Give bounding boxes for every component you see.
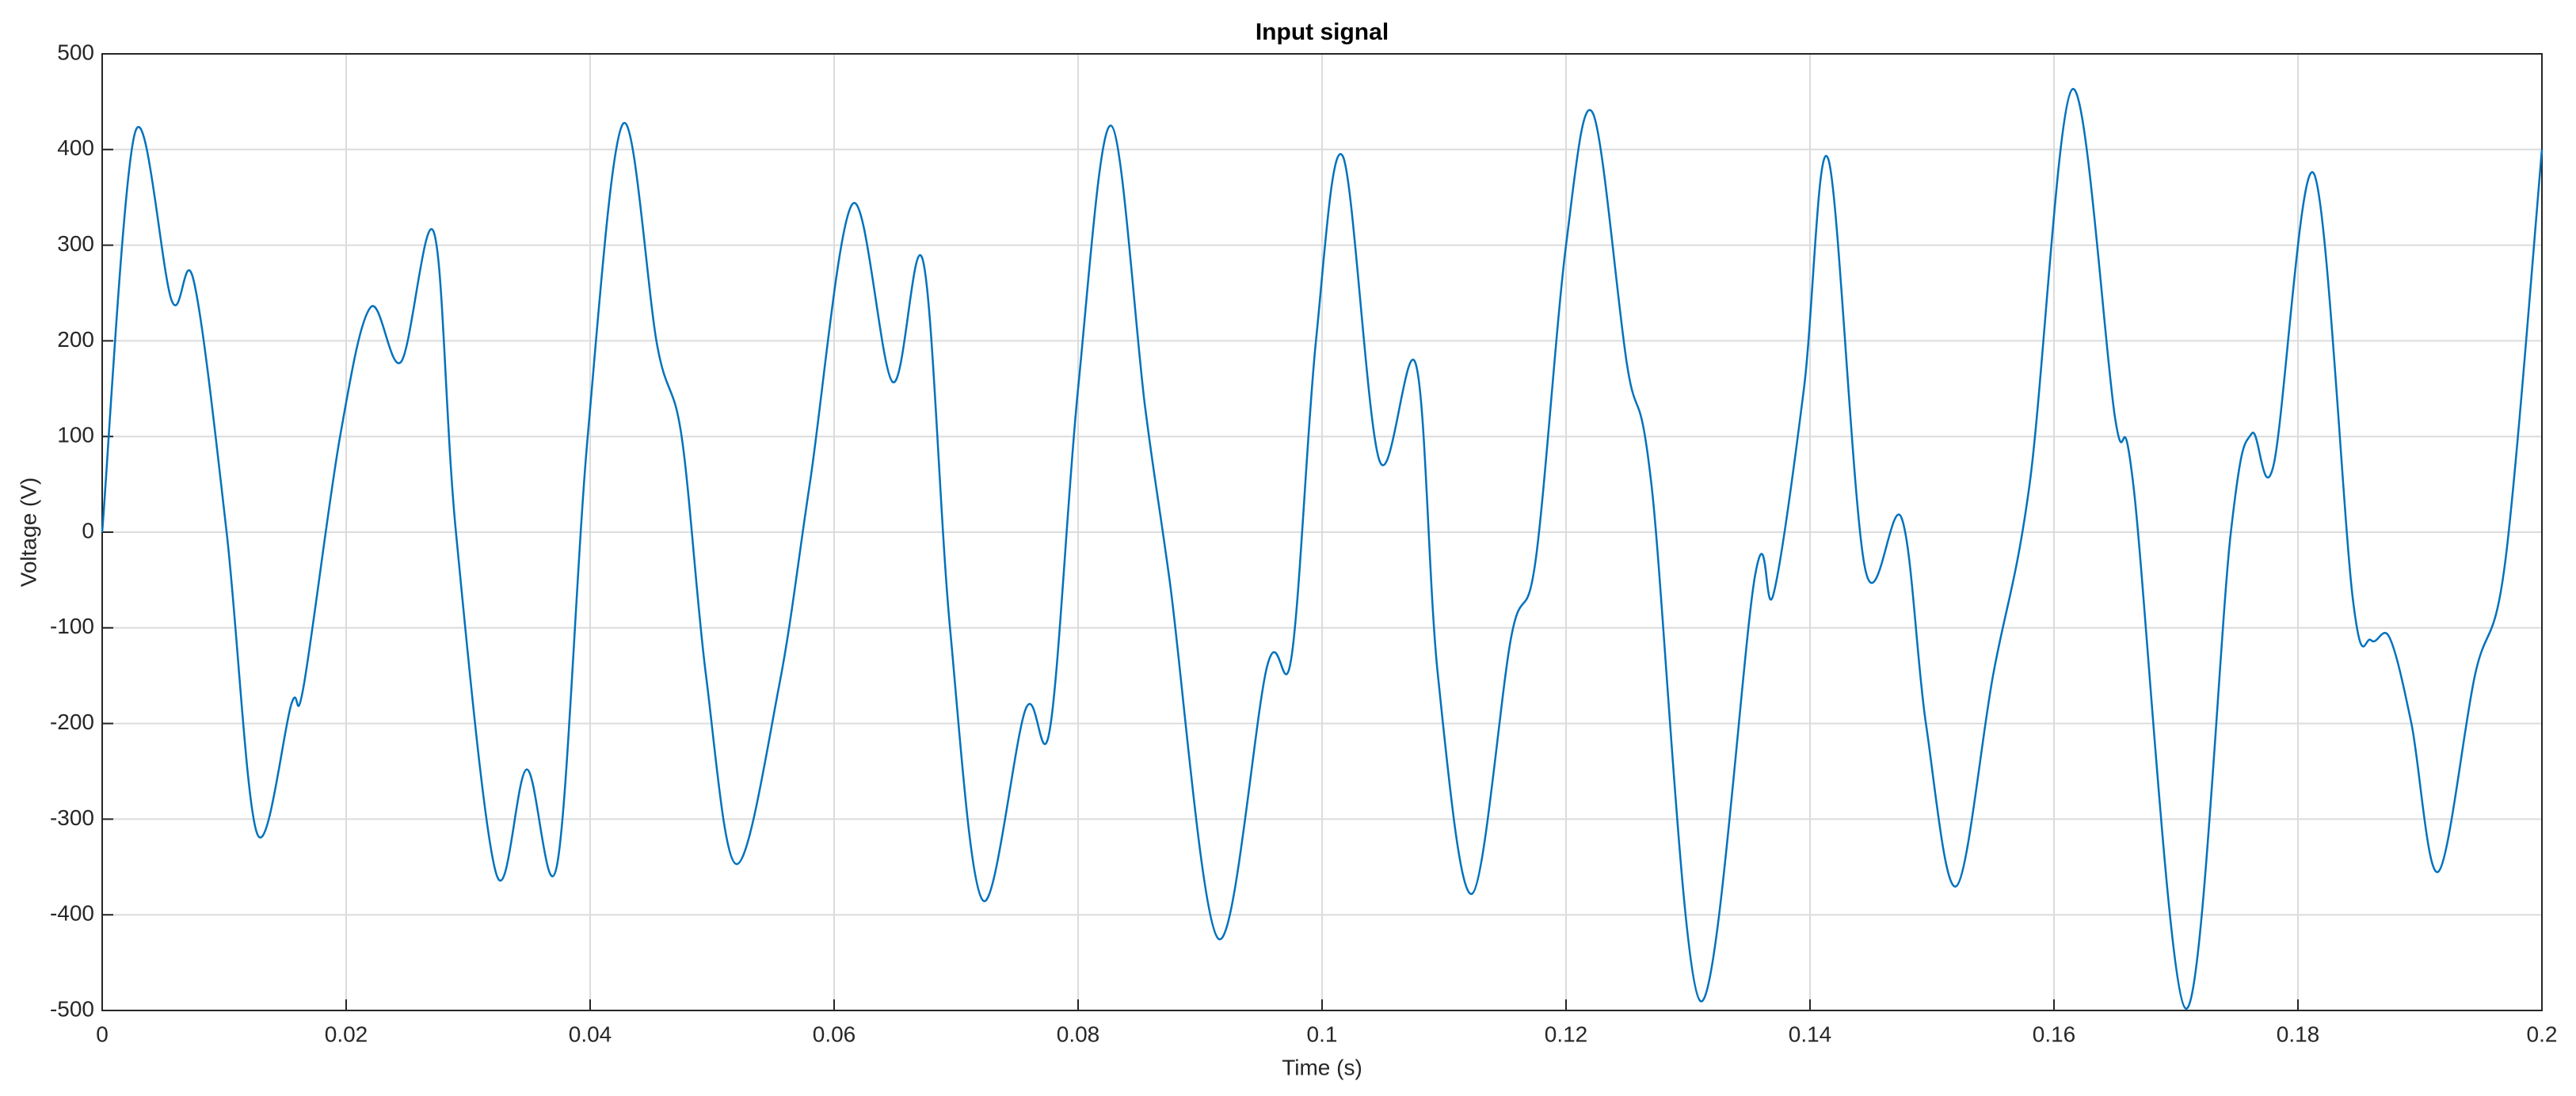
x-tick-label: 0.1 — [1307, 1022, 1338, 1046]
x-tick-label: 0.02 — [325, 1022, 368, 1046]
chart-title: Input signal — [1256, 19, 1389, 45]
x-tick-label: 0.16 — [2033, 1022, 2076, 1046]
x-tick-label: 0.2 — [2527, 1022, 2558, 1046]
y-tick-label: 0 — [82, 518, 94, 542]
x-axis-label: Time (s) — [1282, 1055, 1362, 1079]
x-tick-label: 0.12 — [1545, 1022, 1588, 1046]
y-axis-label: Voltage (V) — [16, 478, 40, 588]
y-tick-label: -500 — [50, 996, 94, 1021]
x-tick-label: 0.18 — [2277, 1022, 2320, 1046]
y-tick-label: 100 — [57, 423, 94, 447]
x-tick-label: 0 — [96, 1022, 109, 1046]
y-tick-label: 400 — [57, 135, 94, 160]
x-tick-label: 0.06 — [813, 1022, 856, 1046]
x-tick-label: 0.04 — [569, 1022, 612, 1046]
y-tick-label: 200 — [57, 327, 94, 352]
y-tick-label: -100 — [50, 614, 94, 638]
signal-line — [101, 88, 2544, 1010]
x-tick-label: 0.08 — [1057, 1022, 1100, 1046]
y-tick-label: -200 — [50, 710, 94, 734]
y-tick-label: 300 — [57, 231, 94, 256]
y-tick-label: -300 — [50, 805, 94, 830]
y-tick-label: -400 — [50, 901, 94, 926]
plot-frame — [101, 53, 2543, 1011]
y-tick-label: 500 — [57, 40, 94, 64]
x-tick-label: 0.14 — [1789, 1022, 1832, 1046]
